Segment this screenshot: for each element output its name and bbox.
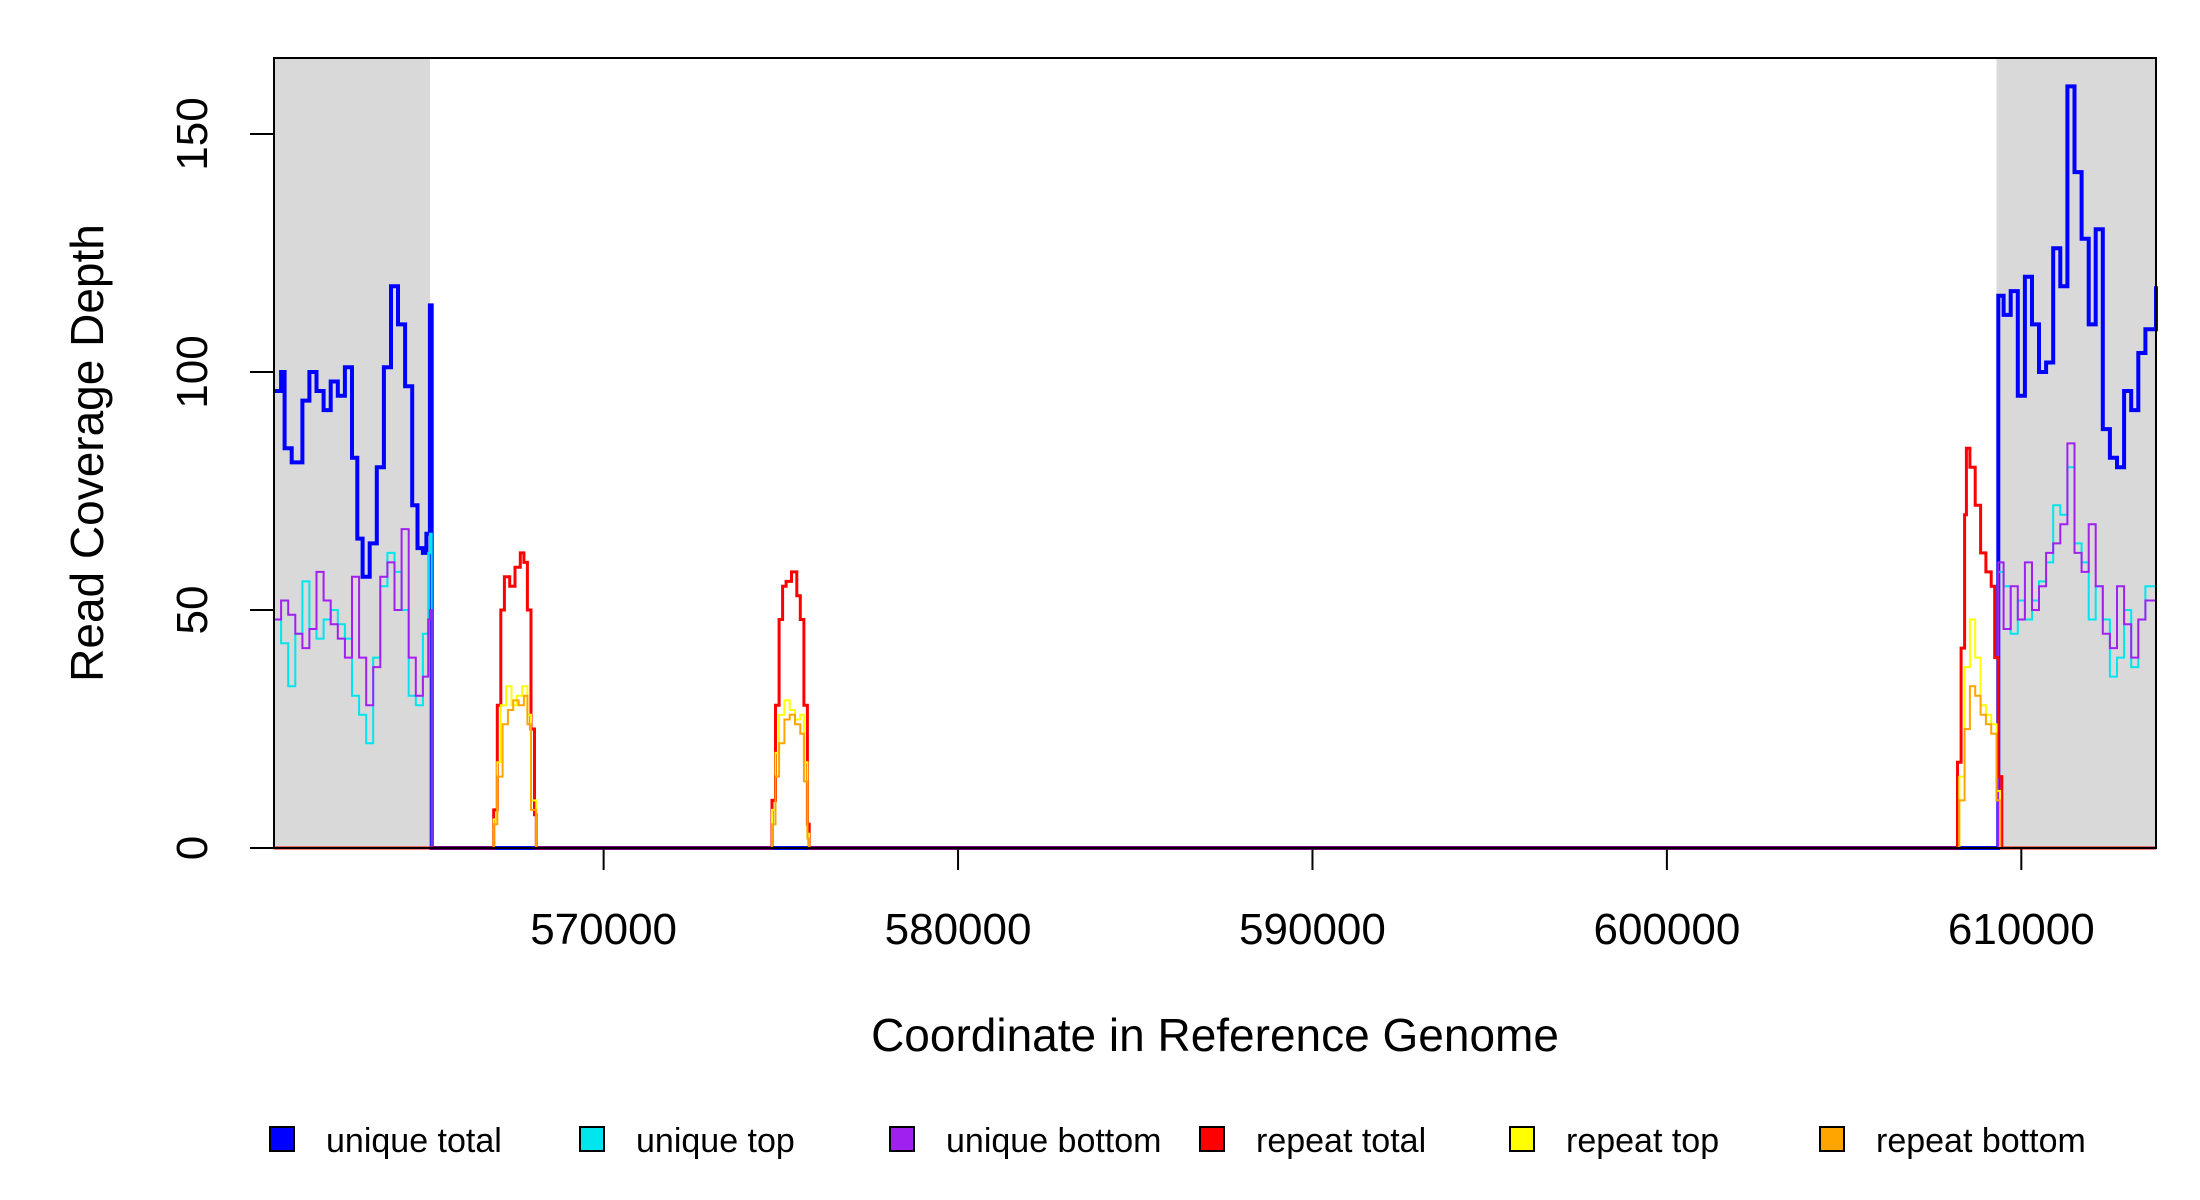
legend-swatch — [579, 1126, 605, 1152]
series-unique-bottom — [274, 442, 2157, 849]
legend-item: unique bottom — [889, 1122, 1162, 1160]
x-tick-label: 570000 — [530, 905, 677, 954]
legend-label: unique total — [326, 1122, 502, 1160]
series-unique-top — [274, 466, 2157, 849]
y-axis: 0 50 100 150 — [168, 97, 275, 860]
legend: unique total unique top unique bottom repea… — [269, 1122, 2086, 1160]
x-tick-label: 610000 — [1948, 905, 2095, 954]
legend-swatch — [1819, 1126, 1845, 1152]
legend-label: repeat top — [1566, 1122, 1719, 1160]
series-lines — [274, 84, 2158, 850]
series-repeat-top — [274, 618, 2156, 849]
x-axis-title: Coordinate in Reference Genome — [871, 1009, 1559, 1061]
legend-label: unique top — [636, 1122, 795, 1160]
x-axis: 570000 580000 590000 600000 610000 — [530, 847, 2095, 954]
legend-swatch — [889, 1126, 915, 1152]
legend-item: unique top — [579, 1122, 795, 1160]
legend-item: repeat bottom — [1819, 1122, 2086, 1160]
y-tick-label: 150 — [168, 97, 217, 170]
series-repeat-total — [274, 446, 2156, 850]
legend-item: repeat total — [1199, 1122, 1426, 1160]
y-tick-label: 50 — [168, 586, 217, 635]
x-tick-label: 580000 — [885, 905, 1032, 954]
legend-swatch — [1509, 1126, 1535, 1152]
series-unique-total — [274, 84, 2158, 850]
legend-swatch — [269, 1126, 295, 1152]
x-tick-label: 600000 — [1593, 905, 1740, 954]
y-tick-label: 100 — [168, 335, 217, 408]
y-axis-title: Read Coverage Depth — [61, 224, 113, 682]
series-repeat-bottom — [274, 685, 2156, 849]
legend-label: unique bottom — [946, 1122, 1162, 1160]
shaded-regions — [274, 58, 2156, 848]
legend-swatch — [1199, 1126, 1225, 1152]
x-tick-label: 590000 — [1239, 905, 1386, 954]
plot-frame — [273, 57, 2157, 849]
shaded-region-2 — [1996, 58, 2156, 848]
legend-item: repeat top — [1509, 1122, 1719, 1160]
legend-label: repeat bottom — [1876, 1122, 2086, 1160]
y-tick-label: 0 — [168, 836, 217, 860]
legend-label: repeat total — [1256, 1122, 1426, 1160]
legend-item: unique total — [269, 1122, 502, 1160]
